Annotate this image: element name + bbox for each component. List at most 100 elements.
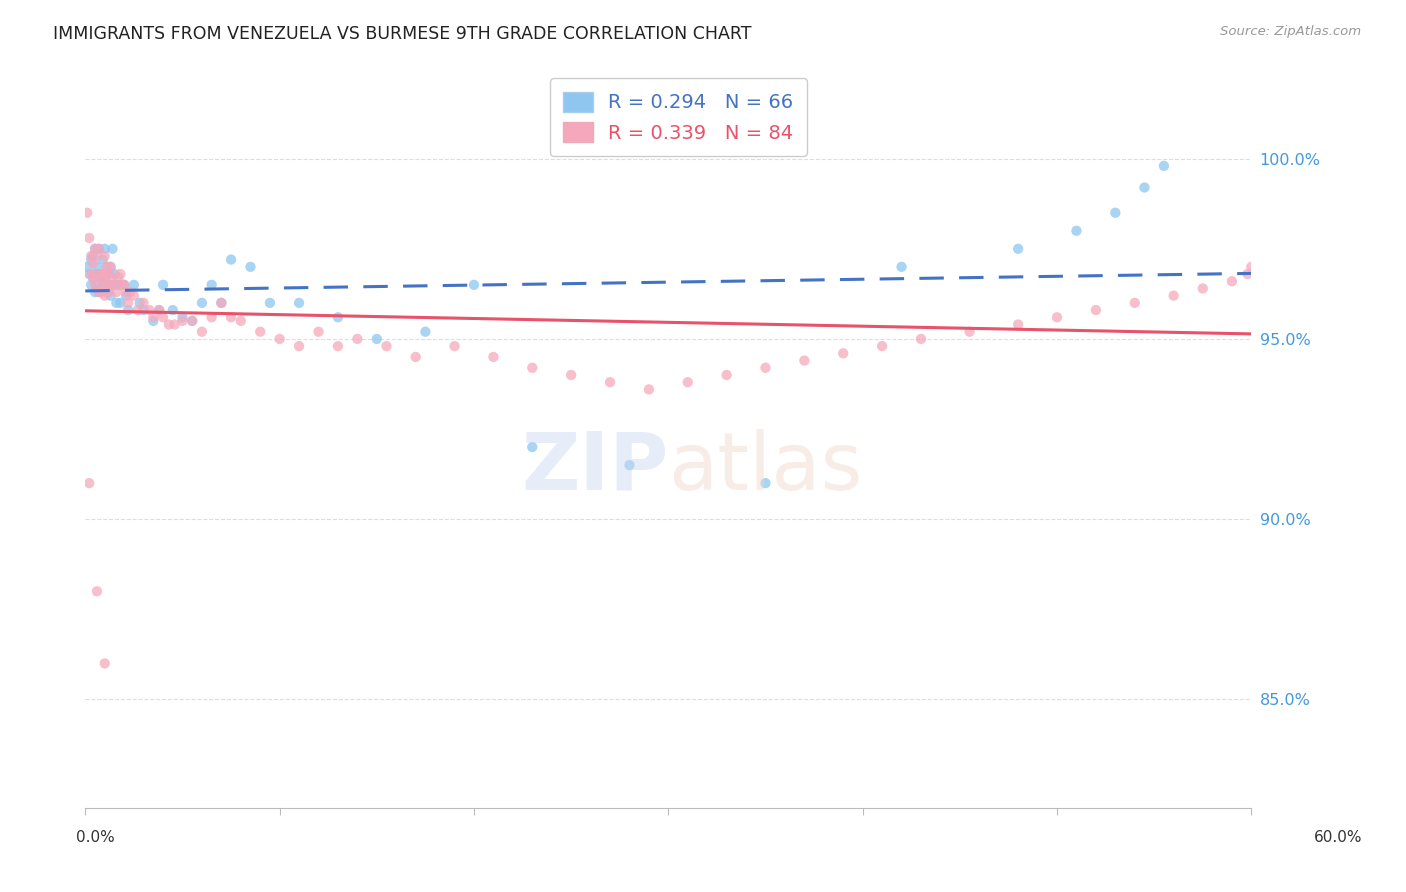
Point — [82, 270, 104, 285]
Point — [87, 242, 110, 256]
Point — [93, 270, 115, 285]
Point — [115, 288, 138, 302]
Point — [1240, 260, 1263, 274]
Point — [269, 332, 291, 346]
Point — [91, 277, 114, 292]
Point — [93, 249, 115, 263]
Point — [676, 375, 699, 389]
Point — [96, 277, 118, 292]
Point — [80, 249, 103, 263]
Point — [100, 260, 122, 274]
Point — [201, 310, 224, 325]
Point — [87, 267, 110, 281]
Point — [191, 325, 214, 339]
Point — [105, 296, 128, 310]
Point — [86, 277, 108, 292]
Point — [84, 277, 107, 292]
Point — [1153, 159, 1175, 173]
Text: 0.0%: 0.0% — [76, 830, 115, 845]
Point — [716, 368, 738, 382]
Point — [326, 339, 349, 353]
Point — [96, 260, 118, 274]
Point — [163, 318, 186, 332]
Point — [100, 288, 122, 302]
Point — [87, 285, 110, 299]
Point — [754, 360, 776, 375]
Point — [288, 296, 311, 310]
Point — [142, 314, 165, 328]
Point — [90, 270, 112, 285]
Point — [959, 325, 981, 339]
Point — [84, 242, 107, 256]
Point — [110, 296, 132, 310]
Point — [1084, 303, 1107, 318]
Text: Source: ZipAtlas.com: Source: ZipAtlas.com — [1220, 25, 1361, 38]
Point — [308, 325, 330, 339]
Point — [1133, 180, 1156, 194]
Point — [405, 350, 427, 364]
Legend: R = 0.294   N = 66, R = 0.339   N = 84: R = 0.294 N = 66, R = 0.339 N = 84 — [550, 78, 807, 156]
Point — [86, 584, 108, 599]
Point — [86, 260, 108, 274]
Point — [209, 296, 232, 310]
Point — [80, 252, 103, 267]
Point — [599, 375, 621, 389]
Point — [482, 350, 505, 364]
Point — [148, 303, 170, 318]
Point — [77, 231, 100, 245]
Point — [90, 281, 112, 295]
Point — [97, 267, 120, 281]
Point — [1104, 205, 1126, 219]
Point — [522, 440, 544, 454]
Point — [93, 277, 115, 292]
Point — [87, 242, 110, 256]
Point — [86, 249, 108, 263]
Point — [1007, 318, 1029, 332]
Point — [152, 310, 174, 325]
Point — [82, 256, 104, 270]
Point — [86, 267, 108, 281]
Point — [754, 476, 776, 491]
Point — [890, 260, 912, 274]
Point — [1236, 267, 1258, 281]
Point — [93, 242, 115, 256]
Point — [122, 288, 145, 302]
Point — [91, 267, 114, 281]
Point — [91, 252, 114, 267]
Point — [229, 314, 252, 328]
Point — [132, 303, 155, 318]
Point — [97, 267, 120, 281]
Point — [132, 296, 155, 310]
Point — [209, 296, 232, 310]
Point — [181, 314, 204, 328]
Point — [87, 285, 110, 299]
Point — [157, 318, 180, 332]
Point — [84, 267, 107, 281]
Point — [181, 314, 204, 328]
Point — [93, 657, 115, 671]
Point — [117, 296, 139, 310]
Point — [101, 270, 124, 285]
Point — [100, 260, 122, 274]
Point — [249, 325, 271, 339]
Point — [1220, 274, 1243, 288]
Point — [77, 476, 100, 491]
Point — [152, 277, 174, 292]
Point — [191, 296, 214, 310]
Text: atlas: atlas — [668, 429, 863, 507]
Point — [522, 360, 544, 375]
Point — [112, 277, 135, 292]
Point — [1191, 281, 1213, 295]
Point — [90, 270, 112, 285]
Point — [80, 277, 103, 292]
Point — [910, 332, 932, 346]
Point — [82, 270, 104, 285]
Point — [1066, 224, 1088, 238]
Point — [219, 310, 242, 325]
Point — [103, 267, 125, 281]
Point — [128, 296, 150, 310]
Point — [111, 277, 134, 292]
Point — [793, 353, 815, 368]
Point — [201, 277, 224, 292]
Point — [97, 277, 120, 292]
